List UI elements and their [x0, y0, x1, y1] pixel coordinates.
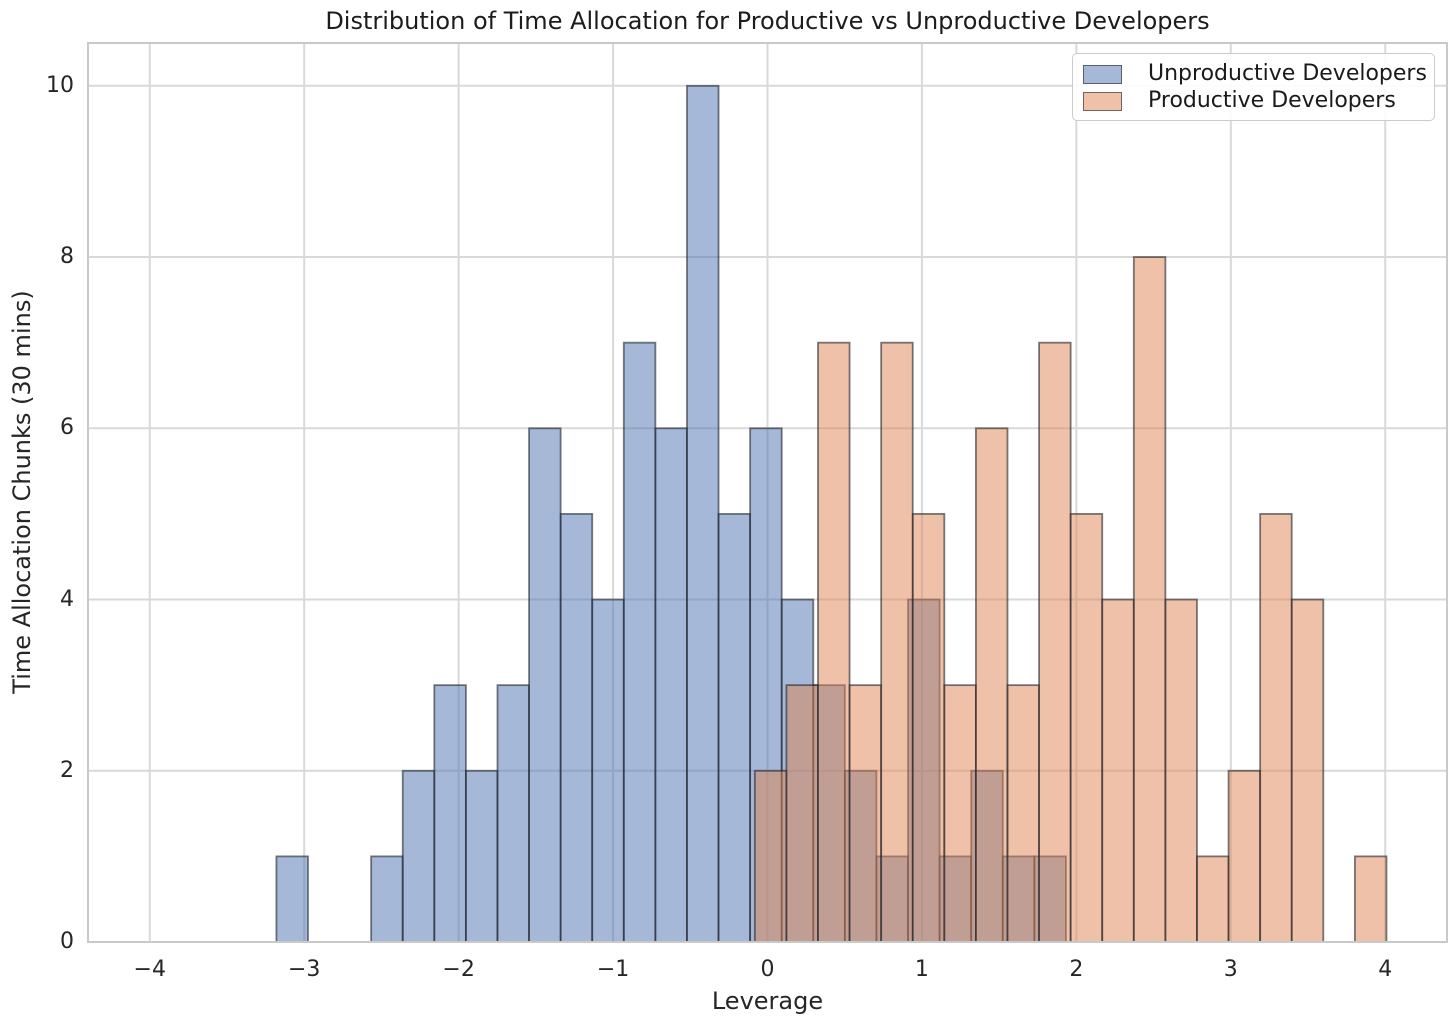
plot-frame [87, 42, 1448, 943]
y-tick-label: 2 [60, 757, 74, 783]
histogram-bar-productive [943, 684, 977, 943]
legend-label-productive: Productive Developers [1148, 88, 1396, 113]
legend-swatch-unproductive-icon [1083, 64, 1122, 84]
histogram-bar-unproductive [275, 855, 309, 943]
legend: Unproductive Developers Productive Devel… [1072, 53, 1435, 121]
y-tick-label: 0 [60, 929, 74, 954]
histogram-bar-productive [1101, 598, 1135, 943]
x-tick-label: 0 [760, 957, 775, 982]
histogram-bar-productive [1038, 341, 1072, 943]
histogram-bar-unproductive [496, 684, 530, 943]
legend-item-unproductive: Unproductive Developers [1083, 61, 1427, 87]
histogram-bar-productive [1006, 684, 1040, 943]
x-tick-label: −3 [287, 957, 321, 982]
histogram-bar-productive [1227, 769, 1262, 943]
histogram-bar-unproductive [433, 684, 467, 943]
x-tick-label: 1 [914, 957, 929, 982]
histogram-bar-productive [911, 513, 946, 943]
histogram-bar-unproductive [370, 855, 404, 943]
histogram-bar-productive [1259, 513, 1293, 943]
x-tick-label: −1 [596, 957, 630, 982]
histogram-bar-unproductive [464, 769, 499, 943]
y-tick-label: 8 [60, 244, 74, 270]
histogram-bar-productive [975, 427, 1009, 943]
y-tick-label: 6 [60, 415, 74, 441]
y-tick-label: 4 [60, 586, 74, 612]
histogram-bar-productive [753, 769, 788, 943]
x-tick-label: 4 [1378, 957, 1393, 982]
x-axis-label: Leverage [711, 987, 824, 1015]
histogram-bar-unproductive [401, 769, 436, 943]
histogram-bar-productive [880, 341, 914, 943]
x-tick-label: 3 [1223, 957, 1238, 982]
legend-item-productive: Productive Developers [1083, 88, 1424, 114]
legend-swatch-productive-icon [1083, 91, 1122, 111]
histogram-bar-productive [1290, 598, 1325, 943]
histogram-bar-productive [1132, 256, 1167, 943]
histogram-bar-productive [1353, 855, 1388, 943]
histogram-bar-unproductive [717, 513, 752, 943]
histogram-bar-unproductive [686, 84, 720, 943]
histogram-bar-productive [848, 684, 883, 943]
x-tick-label: 2 [1069, 957, 1084, 982]
legend-label-unproductive: Unproductive Developers [1148, 61, 1427, 86]
histogram-bar-productive [1196, 855, 1230, 943]
y-tick-label: 10 [46, 72, 74, 98]
y-axis-label: Time Allocation Chunks (30 mins) [8, 290, 36, 694]
chart-title: Distribution of Time Allocation for Prod… [325, 7, 1210, 35]
histogram-bar-productive [1164, 598, 1198, 943]
histogram-bar-unproductive [591, 598, 625, 943]
x-tick-label: −2 [442, 957, 475, 982]
histogram-bar-productive [785, 684, 819, 943]
histogram-bar-unproductive [622, 341, 657, 943]
histogram-bar-unproductive [654, 427, 688, 943]
histogram-bar-productive [1069, 513, 1104, 943]
x-tick-label: −4 [133, 957, 166, 982]
histogram-bar-unproductive [528, 427, 562, 943]
histogram-bar-productive [817, 341, 851, 943]
histogram-bars [275, 84, 1388, 943]
histogram-bar-unproductive [559, 513, 594, 943]
